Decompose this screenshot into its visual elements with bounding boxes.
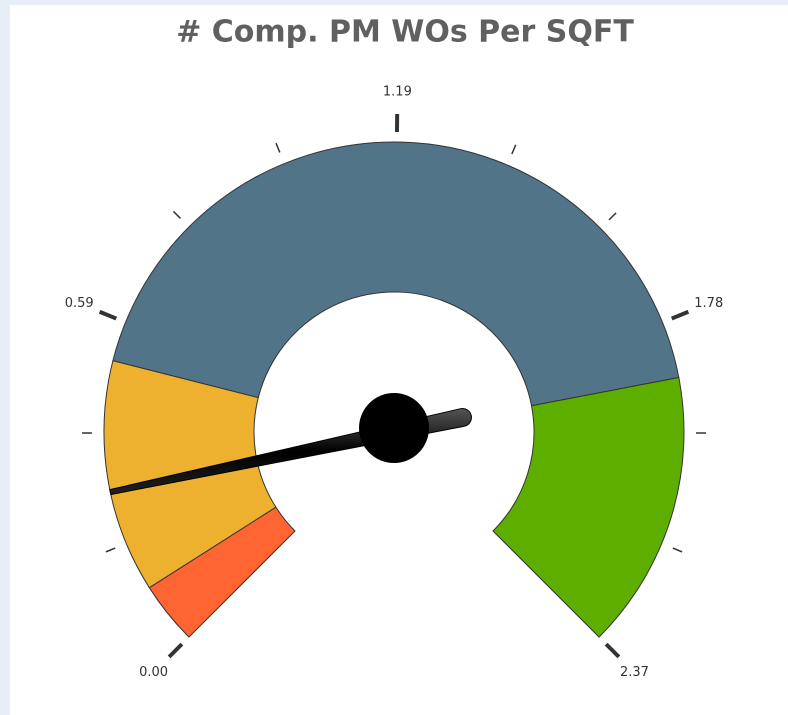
major-tick xyxy=(98,309,118,321)
major-tick xyxy=(604,642,621,659)
gauge-band xyxy=(112,141,680,407)
minor-tick xyxy=(105,547,116,553)
minor-tick xyxy=(511,144,517,155)
tick-label: 0.59 xyxy=(65,296,94,311)
tick-label: 1.19 xyxy=(383,85,412,100)
chart-title: # Comp. PM WOs Per SQFT xyxy=(176,15,634,50)
gauge-band xyxy=(492,376,685,638)
minor-tick xyxy=(172,210,181,219)
minor-tick xyxy=(275,142,281,153)
tick-label: 1.78 xyxy=(694,296,723,311)
minor-tick xyxy=(608,212,617,221)
tick-label: 0.00 xyxy=(139,665,168,680)
major-tick xyxy=(167,642,184,659)
minor-tick xyxy=(672,547,683,553)
tick-label: 2.37 xyxy=(620,665,649,680)
needle-hub xyxy=(359,393,429,463)
major-tick xyxy=(670,309,690,321)
